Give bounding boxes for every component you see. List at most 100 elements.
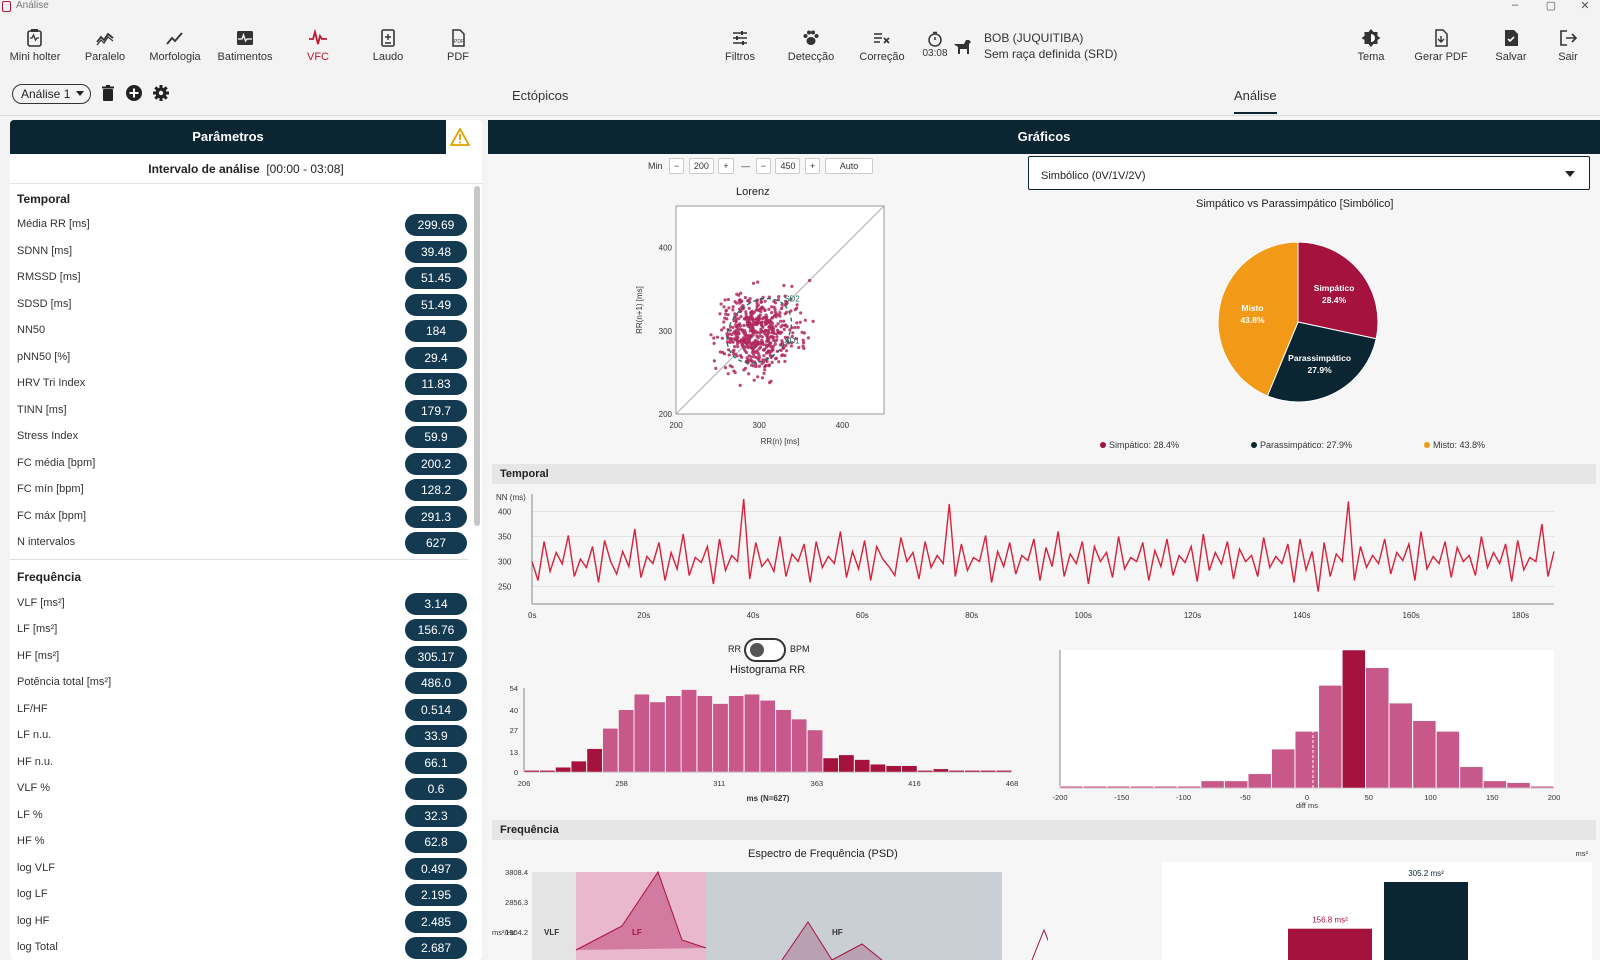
histogram-bar [744,694,760,773]
scatter-point [765,338,770,342]
scatter-point [720,328,724,332]
lorenz-title: Lorenz [736,186,770,198]
param-row: HF % 62.8 [17,829,467,856]
add-icon[interactable] [125,84,143,102]
histogram-bar [570,760,587,773]
maximize-button[interactable]: ▢ [1545,0,1557,12]
gerar-pdf-button[interactable]: Gerar PDF [1406,28,1476,63]
x-tick-label: 20s [637,611,650,620]
minimize-button[interactable]: – [1511,0,1519,11]
scatter-point [745,356,749,360]
param-value: 291.3 [405,505,467,528]
scatter-point [750,327,755,331]
temporal-section-header: Temporal [492,464,1596,484]
scatter-point [789,344,793,348]
param-value: 29.4 [405,346,467,369]
param-label: LF [ms²] [17,623,58,635]
histogram-bar [964,770,981,773]
scatter-point [733,371,737,375]
scatter-point [790,341,794,345]
power-bar [1288,928,1372,960]
warning-icon[interactable] [450,128,470,146]
analysis-select-value: Análise 1 [21,87,71,101]
scatter-point [752,364,756,368]
scatter-point [740,343,744,347]
rr-histogram-chart: 0 13 27 40 54 206 258 311 363 416 468 ms (N=627) [510,684,1019,803]
gear-icon[interactable] [152,84,170,102]
max-decrement-button[interactable]: − [755,158,771,174]
window-title: Análise [16,0,49,11]
scatter-point [764,317,768,321]
scatter-point [778,314,782,318]
mini-holter-button[interactable]: Mini holter [0,28,70,63]
min-value-input[interactable]: 200 [688,158,714,174]
rr-bpm-toggle[interactable] [744,638,786,662]
psd-title: Espectro de Frequência (PSD) [748,848,898,860]
param-label: TINN [ms] [17,403,67,416]
scatter-point [734,352,738,356]
close-button[interactable]: ✕ [1580,0,1590,12]
band-label: VLF [544,928,559,937]
sd2-label: SD2 [784,295,800,304]
y-axis-label: ms²/Hz [492,928,516,937]
sub-toolbar: Análise 1 Ectópicos Análise [0,78,1600,116]
sair-button[interactable]: Sair [1543,28,1593,63]
scatter-point [747,322,751,326]
x-axis-label: diff ms [1296,801,1318,808]
scatter-point [723,366,728,370]
y-tick-label: 400 [498,508,512,517]
histogram-bar [791,718,808,773]
scatter-point [785,349,789,353]
scatter-point [718,312,722,316]
correcao-button[interactable]: Correção [847,28,917,63]
param-label: LF % [17,808,43,821]
chevron-down-icon [76,91,84,96]
analysis-select[interactable]: Análise 1 [12,84,91,104]
morfologia-button[interactable]: Morfologia [140,28,210,63]
auto-button[interactable]: Auto [824,158,874,174]
symbolic-select[interactable]: Simbólico (0V/1V/2V) [1028,156,1590,190]
scatter-point [744,334,748,338]
param-value: 51.49 [405,293,467,316]
param-label: SDSD [ms] [17,297,72,310]
histogram-bar [1412,720,1437,789]
scatter-point [774,315,778,319]
histogram-bar [1106,785,1131,789]
max-value-input[interactable]: 450 [775,158,801,174]
analysis-interval: Intervalo de análise [00:00 - 03:08] [10,154,482,184]
y-tick-label: 2856.3 [505,898,528,907]
pdf-button[interactable]: PDF PDF [423,28,493,63]
param-row: log HF 2.485 [17,909,467,936]
scatter-point [771,344,775,348]
param-value: 66.1 [405,751,467,774]
trash-icon[interactable] [99,84,117,102]
x-tick-label: 400 [836,421,850,430]
min-increment-button[interactable]: + [718,158,734,174]
param-row: Potência total [ms²] 486.0 [17,670,467,697]
histogram-bar [822,757,839,773]
paralelo-button[interactable]: Paralelo [70,28,140,63]
x-tick-label: 468 [1006,779,1019,788]
param-value: 627 [405,532,467,554]
batimentos-button[interactable]: Batimentos [210,28,280,63]
tab-ectopicos[interactable]: Ectópicos [512,88,569,103]
scatter-point [723,298,727,302]
tab-analise[interactable]: Análise [1234,88,1277,114]
scatter-point [727,332,732,336]
min-decrement-button[interactable]: − [669,158,685,174]
hf-band [706,872,1002,960]
laudo-button[interactable]: Laudo [353,28,423,63]
tema-button[interactable]: Tema [1336,28,1406,63]
histogram-bar [1130,785,1154,789]
scatter-point [782,283,786,288]
deteccao-button[interactable]: Detecção [776,28,846,63]
dog-icon [954,40,971,54]
filtros-button[interactable]: Filtros [705,28,775,63]
max-increment-button[interactable]: + [804,158,821,174]
salvar-button[interactable]: Salvar [1476,28,1546,63]
legend-item: Misto: 43.8% [1424,440,1485,450]
scrollbar[interactable] [474,186,480,526]
vfc-button[interactable]: VFC [283,28,353,63]
scatter-point [712,359,716,363]
scatter-point [795,306,799,310]
